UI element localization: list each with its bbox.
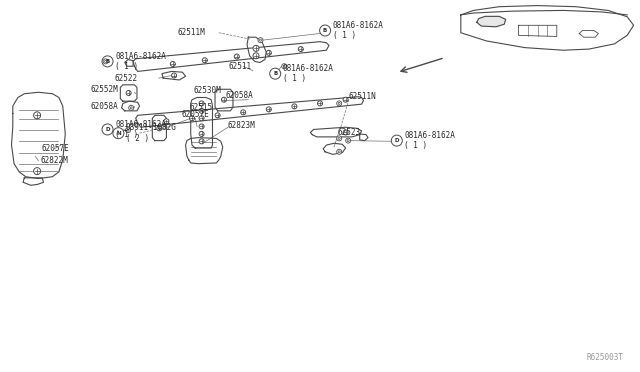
Text: B: B bbox=[106, 59, 109, 64]
Circle shape bbox=[199, 131, 204, 137]
Circle shape bbox=[170, 61, 175, 67]
Text: 62057E: 62057E bbox=[182, 110, 209, 119]
Text: B: B bbox=[323, 28, 327, 33]
Circle shape bbox=[164, 119, 169, 124]
Circle shape bbox=[337, 136, 342, 141]
Text: D: D bbox=[394, 138, 399, 143]
Text: 081A6-8162A
( 1 ): 081A6-8162A ( 1 ) bbox=[115, 120, 166, 139]
Circle shape bbox=[199, 124, 204, 129]
Text: 081A6-8162A
( 1 ): 081A6-8162A ( 1 ) bbox=[404, 131, 455, 150]
Circle shape bbox=[292, 104, 297, 109]
Text: 62823M: 62823M bbox=[227, 121, 255, 130]
Circle shape bbox=[241, 110, 246, 115]
Text: 081A6-8162A
( 1 ): 081A6-8162A ( 1 ) bbox=[283, 64, 333, 83]
Circle shape bbox=[337, 101, 342, 106]
Circle shape bbox=[199, 108, 204, 113]
Circle shape bbox=[317, 101, 323, 106]
Text: 62511N: 62511N bbox=[348, 92, 376, 101]
Text: B: B bbox=[273, 71, 277, 76]
Circle shape bbox=[104, 60, 107, 62]
Circle shape bbox=[319, 25, 331, 36]
Text: 62058A: 62058A bbox=[91, 102, 118, 110]
Text: 08911-1082G
( 2 ): 08911-1082G ( 2 ) bbox=[126, 124, 177, 143]
Circle shape bbox=[337, 149, 342, 154]
Circle shape bbox=[338, 137, 340, 140]
Text: N: N bbox=[116, 131, 121, 136]
Circle shape bbox=[269, 68, 281, 79]
Text: 62057E: 62057E bbox=[42, 144, 69, 153]
Circle shape bbox=[343, 130, 348, 135]
Text: 62522: 62522 bbox=[115, 74, 138, 83]
Circle shape bbox=[129, 105, 134, 110]
Circle shape bbox=[199, 116, 204, 121]
Text: 62511M: 62511M bbox=[177, 28, 205, 37]
Circle shape bbox=[215, 113, 220, 118]
Circle shape bbox=[113, 128, 124, 139]
Circle shape bbox=[189, 116, 195, 121]
Circle shape bbox=[202, 58, 207, 63]
Circle shape bbox=[346, 138, 351, 143]
Circle shape bbox=[266, 107, 271, 112]
Circle shape bbox=[343, 97, 348, 102]
Circle shape bbox=[34, 168, 40, 174]
Text: 62822M: 62822M bbox=[40, 156, 68, 165]
Text: 62058A: 62058A bbox=[226, 92, 253, 100]
Text: 62515: 62515 bbox=[189, 103, 212, 112]
Circle shape bbox=[234, 54, 239, 59]
Text: 62552M: 62552M bbox=[91, 85, 118, 94]
Circle shape bbox=[199, 139, 204, 144]
Circle shape bbox=[266, 50, 271, 55]
Circle shape bbox=[221, 97, 227, 102]
Circle shape bbox=[347, 140, 349, 142]
Text: 62523: 62523 bbox=[338, 128, 361, 137]
Polygon shape bbox=[477, 16, 506, 27]
Text: D: D bbox=[105, 127, 110, 132]
Text: 62511: 62511 bbox=[228, 62, 252, 71]
Circle shape bbox=[283, 65, 285, 67]
Text: 62530M: 62530M bbox=[193, 86, 221, 94]
Circle shape bbox=[253, 53, 259, 59]
Circle shape bbox=[338, 102, 340, 105]
Circle shape bbox=[34, 112, 40, 119]
Text: R625003T: R625003T bbox=[587, 353, 624, 362]
Circle shape bbox=[172, 73, 177, 78]
Text: 081A6-8162A
( 1 ): 081A6-8162A ( 1 ) bbox=[333, 21, 383, 40]
Circle shape bbox=[253, 45, 259, 51]
Circle shape bbox=[157, 126, 162, 131]
Circle shape bbox=[259, 39, 262, 41]
Circle shape bbox=[199, 101, 204, 106]
Circle shape bbox=[298, 46, 303, 52]
Circle shape bbox=[102, 124, 113, 135]
Circle shape bbox=[102, 56, 113, 67]
Circle shape bbox=[127, 129, 129, 131]
Circle shape bbox=[258, 38, 263, 43]
Circle shape bbox=[125, 128, 131, 133]
Circle shape bbox=[103, 59, 108, 64]
Circle shape bbox=[391, 135, 403, 146]
Circle shape bbox=[282, 64, 287, 69]
Text: 081A6-8162A
( 1 ): 081A6-8162A ( 1 ) bbox=[115, 52, 166, 71]
Circle shape bbox=[126, 90, 131, 96]
Circle shape bbox=[130, 107, 132, 109]
Circle shape bbox=[338, 151, 340, 153]
